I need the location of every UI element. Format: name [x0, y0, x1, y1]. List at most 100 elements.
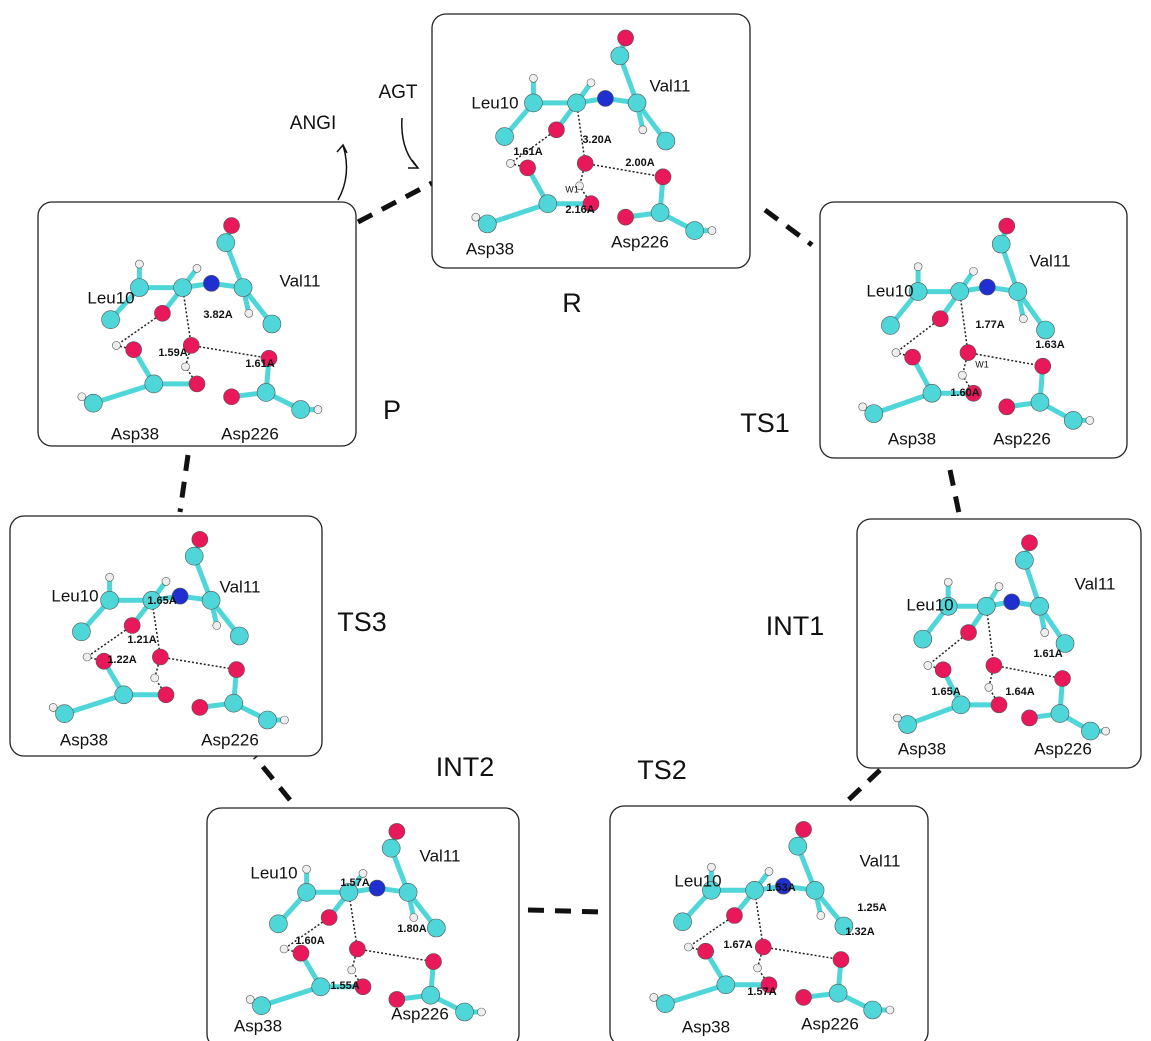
- atom: [293, 945, 309, 961]
- distance-label: 1.61A: [513, 146, 542, 158]
- residue-label: Asp226: [993, 429, 1051, 448]
- water-label: W1: [565, 184, 579, 194]
- residue-label: Leu10: [906, 595, 953, 614]
- atom: [1064, 411, 1082, 429]
- atom: [259, 711, 277, 729]
- atom: [349, 941, 365, 957]
- atom: [185, 547, 203, 565]
- atom: [224, 389, 240, 405]
- atom: [796, 989, 812, 1005]
- atom: [192, 531, 208, 547]
- atom: [951, 283, 969, 301]
- atom: [977, 597, 995, 615]
- atom: [102, 311, 120, 329]
- residue-label: Leu10: [250, 863, 297, 882]
- residue-label: Val11: [860, 851, 901, 870]
- distance-label: 1.32A: [845, 926, 874, 938]
- atom: [548, 122, 564, 138]
- structure-panel: Leu10Val11Asp38Asp2261.61A3.20A2.00A2.16…: [432, 14, 750, 268]
- atom: [991, 697, 1007, 713]
- atom: [924, 661, 932, 669]
- atom: [1019, 315, 1027, 323]
- atom: [960, 345, 976, 361]
- structure-panel: Leu10Val11Asp38Asp2263.82A1.59A1.61A: [38, 202, 356, 446]
- atom: [478, 215, 496, 233]
- distance-label: 1.21A: [127, 634, 156, 646]
- residue-label: Asp226: [801, 1014, 859, 1033]
- atom: [923, 384, 941, 402]
- distance-label: 1.80A: [397, 923, 426, 935]
- atom: [224, 218, 240, 234]
- atom: [1051, 705, 1069, 723]
- atom: [686, 222, 704, 240]
- atom: [999, 218, 1015, 234]
- atom: [426, 954, 442, 970]
- atom: [577, 155, 593, 171]
- atom: [905, 349, 921, 365]
- distance-label: 3.82A: [203, 309, 232, 321]
- atom: [707, 863, 715, 871]
- angi-arrow: [337, 145, 347, 200]
- atom: [245, 309, 253, 317]
- distance-label: 1.22A: [107, 654, 136, 666]
- agt-arrow: [402, 118, 418, 168]
- atom: [958, 371, 966, 379]
- atom: [1035, 358, 1051, 374]
- atom: [914, 630, 932, 648]
- distance-label: 1.77A: [975, 319, 1004, 331]
- atom: [892, 349, 900, 357]
- atom: [639, 126, 647, 134]
- atom: [422, 986, 440, 1004]
- atom: [369, 880, 385, 896]
- residue-label: Asp226: [391, 1004, 449, 1023]
- distance-label: 1.57A: [340, 877, 369, 889]
- atom: [865, 405, 883, 423]
- state-label: R: [562, 288, 582, 318]
- atom: [651, 204, 669, 222]
- atom: [152, 649, 168, 665]
- distance-label: 1.25A: [857, 902, 886, 914]
- atom: [796, 821, 812, 837]
- atom: [618, 30, 634, 46]
- connector: [765, 210, 812, 245]
- residue-label: Leu10: [866, 281, 913, 300]
- atom: [203, 275, 219, 291]
- atom: [618, 209, 634, 225]
- distance-label: 1.59A: [158, 347, 187, 359]
- residue-label: Leu10: [674, 871, 721, 890]
- connector: [840, 770, 880, 808]
- atom: [587, 79, 595, 87]
- distance-label: 1.53A: [766, 882, 795, 894]
- atom: [864, 1001, 882, 1019]
- atom: [1004, 594, 1020, 610]
- atom: [520, 160, 536, 176]
- residue-label: Asp38: [60, 730, 108, 749]
- residue-label: Val11: [220, 577, 261, 596]
- residue-label: Asp226: [611, 232, 669, 251]
- residue-label: Leu10: [471, 93, 518, 112]
- state-label: TS1: [740, 408, 790, 438]
- distance-label: 1.65A: [147, 595, 176, 607]
- atom: [829, 984, 847, 1002]
- distance-label: 1.57A: [747, 986, 776, 998]
- state-label: TS3: [337, 607, 387, 637]
- structure-panel: Leu10Val11Asp38Asp2261.57A1.80A1.60A1.55…: [207, 808, 519, 1041]
- residue-label: Asp226: [201, 730, 259, 749]
- atom: [1081, 722, 1099, 740]
- atom: [999, 399, 1015, 415]
- atom: [657, 132, 675, 150]
- atom: [348, 966, 356, 974]
- atom: [234, 279, 252, 297]
- atom: [1041, 629, 1049, 637]
- atom: [806, 881, 824, 899]
- structure-panel: Leu10Val11Asp38Asp2261.77A1.63A1.60AW1: [820, 202, 1127, 458]
- atom: [252, 997, 270, 1015]
- residue-label: Val11: [1030, 251, 1071, 270]
- reaction-diagram: AGT ANGI Leu10Val11Asp38Asp2261.61A3.20A…: [0, 0, 1151, 1041]
- water-label: W1: [975, 359, 989, 369]
- atom: [708, 227, 716, 235]
- atom: [477, 1008, 485, 1016]
- atom: [893, 714, 901, 722]
- agt-label: AGT: [378, 82, 417, 103]
- atom: [886, 1006, 894, 1014]
